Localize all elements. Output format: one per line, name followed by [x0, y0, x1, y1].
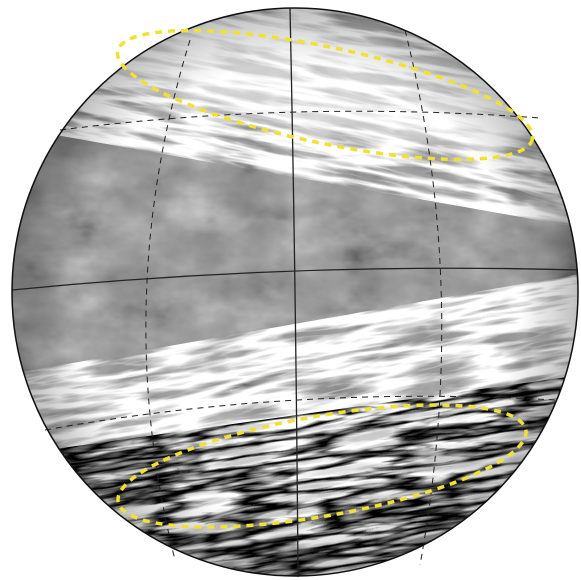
- grid: [11, 7, 579, 578]
- highlight-ellipse: [115, 28, 535, 162]
- latitude-line: [44, 395, 556, 431]
- meridian-line: [145, 39, 191, 561]
- sphere-outline: [11, 7, 579, 577]
- meridian-line: [404, 29, 443, 566]
- highlight-ellipse: [116, 403, 528, 529]
- central-meridian: [289, 7, 299, 578]
